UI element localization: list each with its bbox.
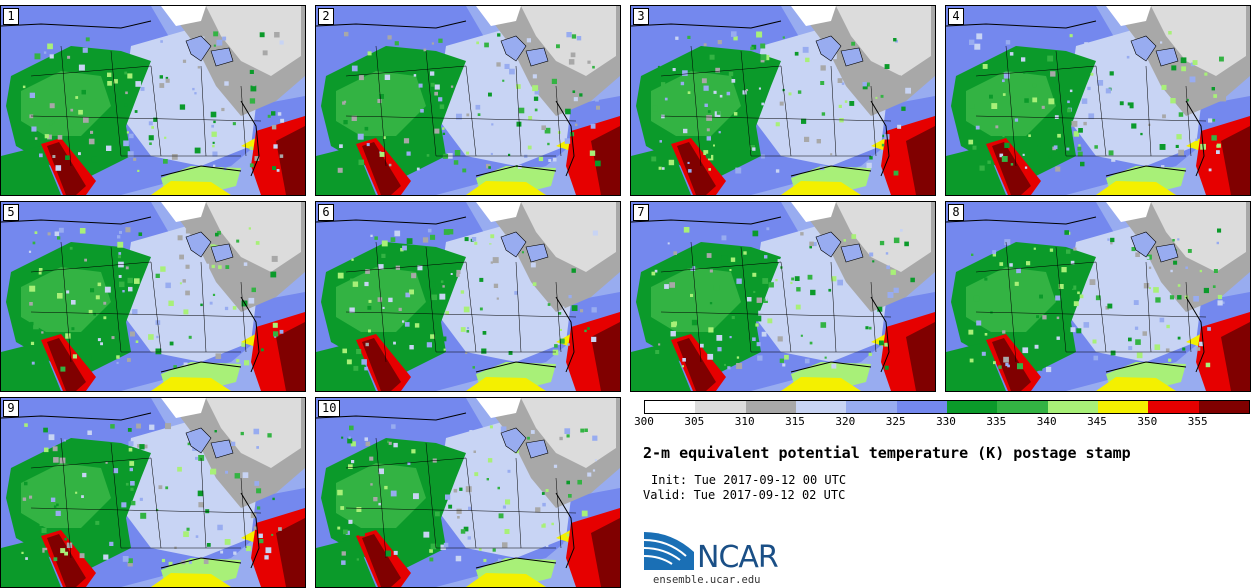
colorbar-segment — [946, 401, 998, 413]
temperature-map — [316, 6, 620, 195]
panel-number: 3 — [633, 8, 649, 25]
colorbar-tick-label: 335 — [986, 415, 1007, 428]
map-panel: 6 — [315, 201, 621, 392]
colorbar-tick-label: 350 — [1137, 415, 1158, 428]
panel-number: 9 — [3, 400, 19, 417]
colorbar-segment — [1097, 401, 1149, 413]
colorbar-segment — [846, 401, 897, 413]
map-panel: 9 — [0, 397, 306, 588]
colorbar-segment — [645, 401, 696, 413]
colorbar-segment — [1198, 401, 1249, 413]
colorbar-segment — [695, 401, 746, 413]
map-panel: 5 — [0, 201, 306, 392]
temperature-map — [631, 202, 935, 391]
temperature-map — [631, 6, 935, 195]
colorbar-segment — [997, 401, 1048, 413]
temperature-map — [1, 6, 305, 195]
colorbar-tick-label: 320 — [835, 415, 856, 428]
colorbar-tick-label: 340 — [1036, 415, 1057, 428]
panel-number: 6 — [318, 204, 334, 221]
colorbar-tick-label: 305 — [684, 415, 705, 428]
panel-number: 2 — [318, 8, 334, 25]
temperature-map — [946, 6, 1250, 195]
colorbar-segment — [896, 401, 947, 413]
colorbar-tick-label: 330 — [936, 415, 956, 428]
colorbar-tick-label: 310 — [734, 415, 755, 428]
panel-number: 4 — [948, 8, 964, 25]
logo-text: NCAR — [697, 540, 779, 575]
colorbar — [644, 400, 1250, 414]
colorbar-tick-label: 355 — [1187, 415, 1208, 428]
temperature-map — [946, 202, 1250, 391]
colorbar-tick-label: 325 — [885, 415, 906, 428]
map-panel: 2 — [315, 5, 621, 196]
map-panel: 3 — [630, 5, 936, 196]
colorbar-segment — [795, 401, 847, 413]
site-url: ensemble.ucar.edu — [653, 574, 761, 586]
map-panel: 8 — [945, 201, 1251, 392]
page-title: 2-m equivalent potential temperature (K)… — [643, 444, 1131, 462]
colorbar-segment — [1047, 401, 1098, 413]
temperature-map — [316, 398, 620, 587]
init-time: Init: Tue 2017-09-12 00 UTC — [651, 473, 847, 487]
map-panel: 4 — [945, 5, 1251, 196]
panel-number: 10 — [318, 400, 341, 417]
temperature-map — [316, 202, 620, 391]
temperature-map — [1, 202, 305, 391]
panel-number: 1 — [3, 8, 19, 25]
colorbar-tick-label: 315 — [785, 415, 805, 428]
panel-number: 7 — [633, 204, 649, 221]
map-panel: 7 — [630, 201, 936, 392]
ncar-logo-icon — [643, 532, 694, 570]
colorbar-tick-label: 345 — [1087, 415, 1107, 428]
map-panel: 1 — [0, 5, 306, 196]
colorbar-segment — [1148, 401, 1199, 413]
panel-number: 5 — [3, 204, 19, 221]
colorbar-segment — [745, 401, 796, 413]
panel-number: 8 — [948, 204, 964, 221]
colorbar-tick-label: 300 — [634, 415, 654, 428]
temperature-map — [1, 398, 305, 587]
valid-time: Valid: Tue 2017-09-12 02 UTC — [643, 488, 846, 502]
map-panel: 10 — [315, 397, 621, 588]
